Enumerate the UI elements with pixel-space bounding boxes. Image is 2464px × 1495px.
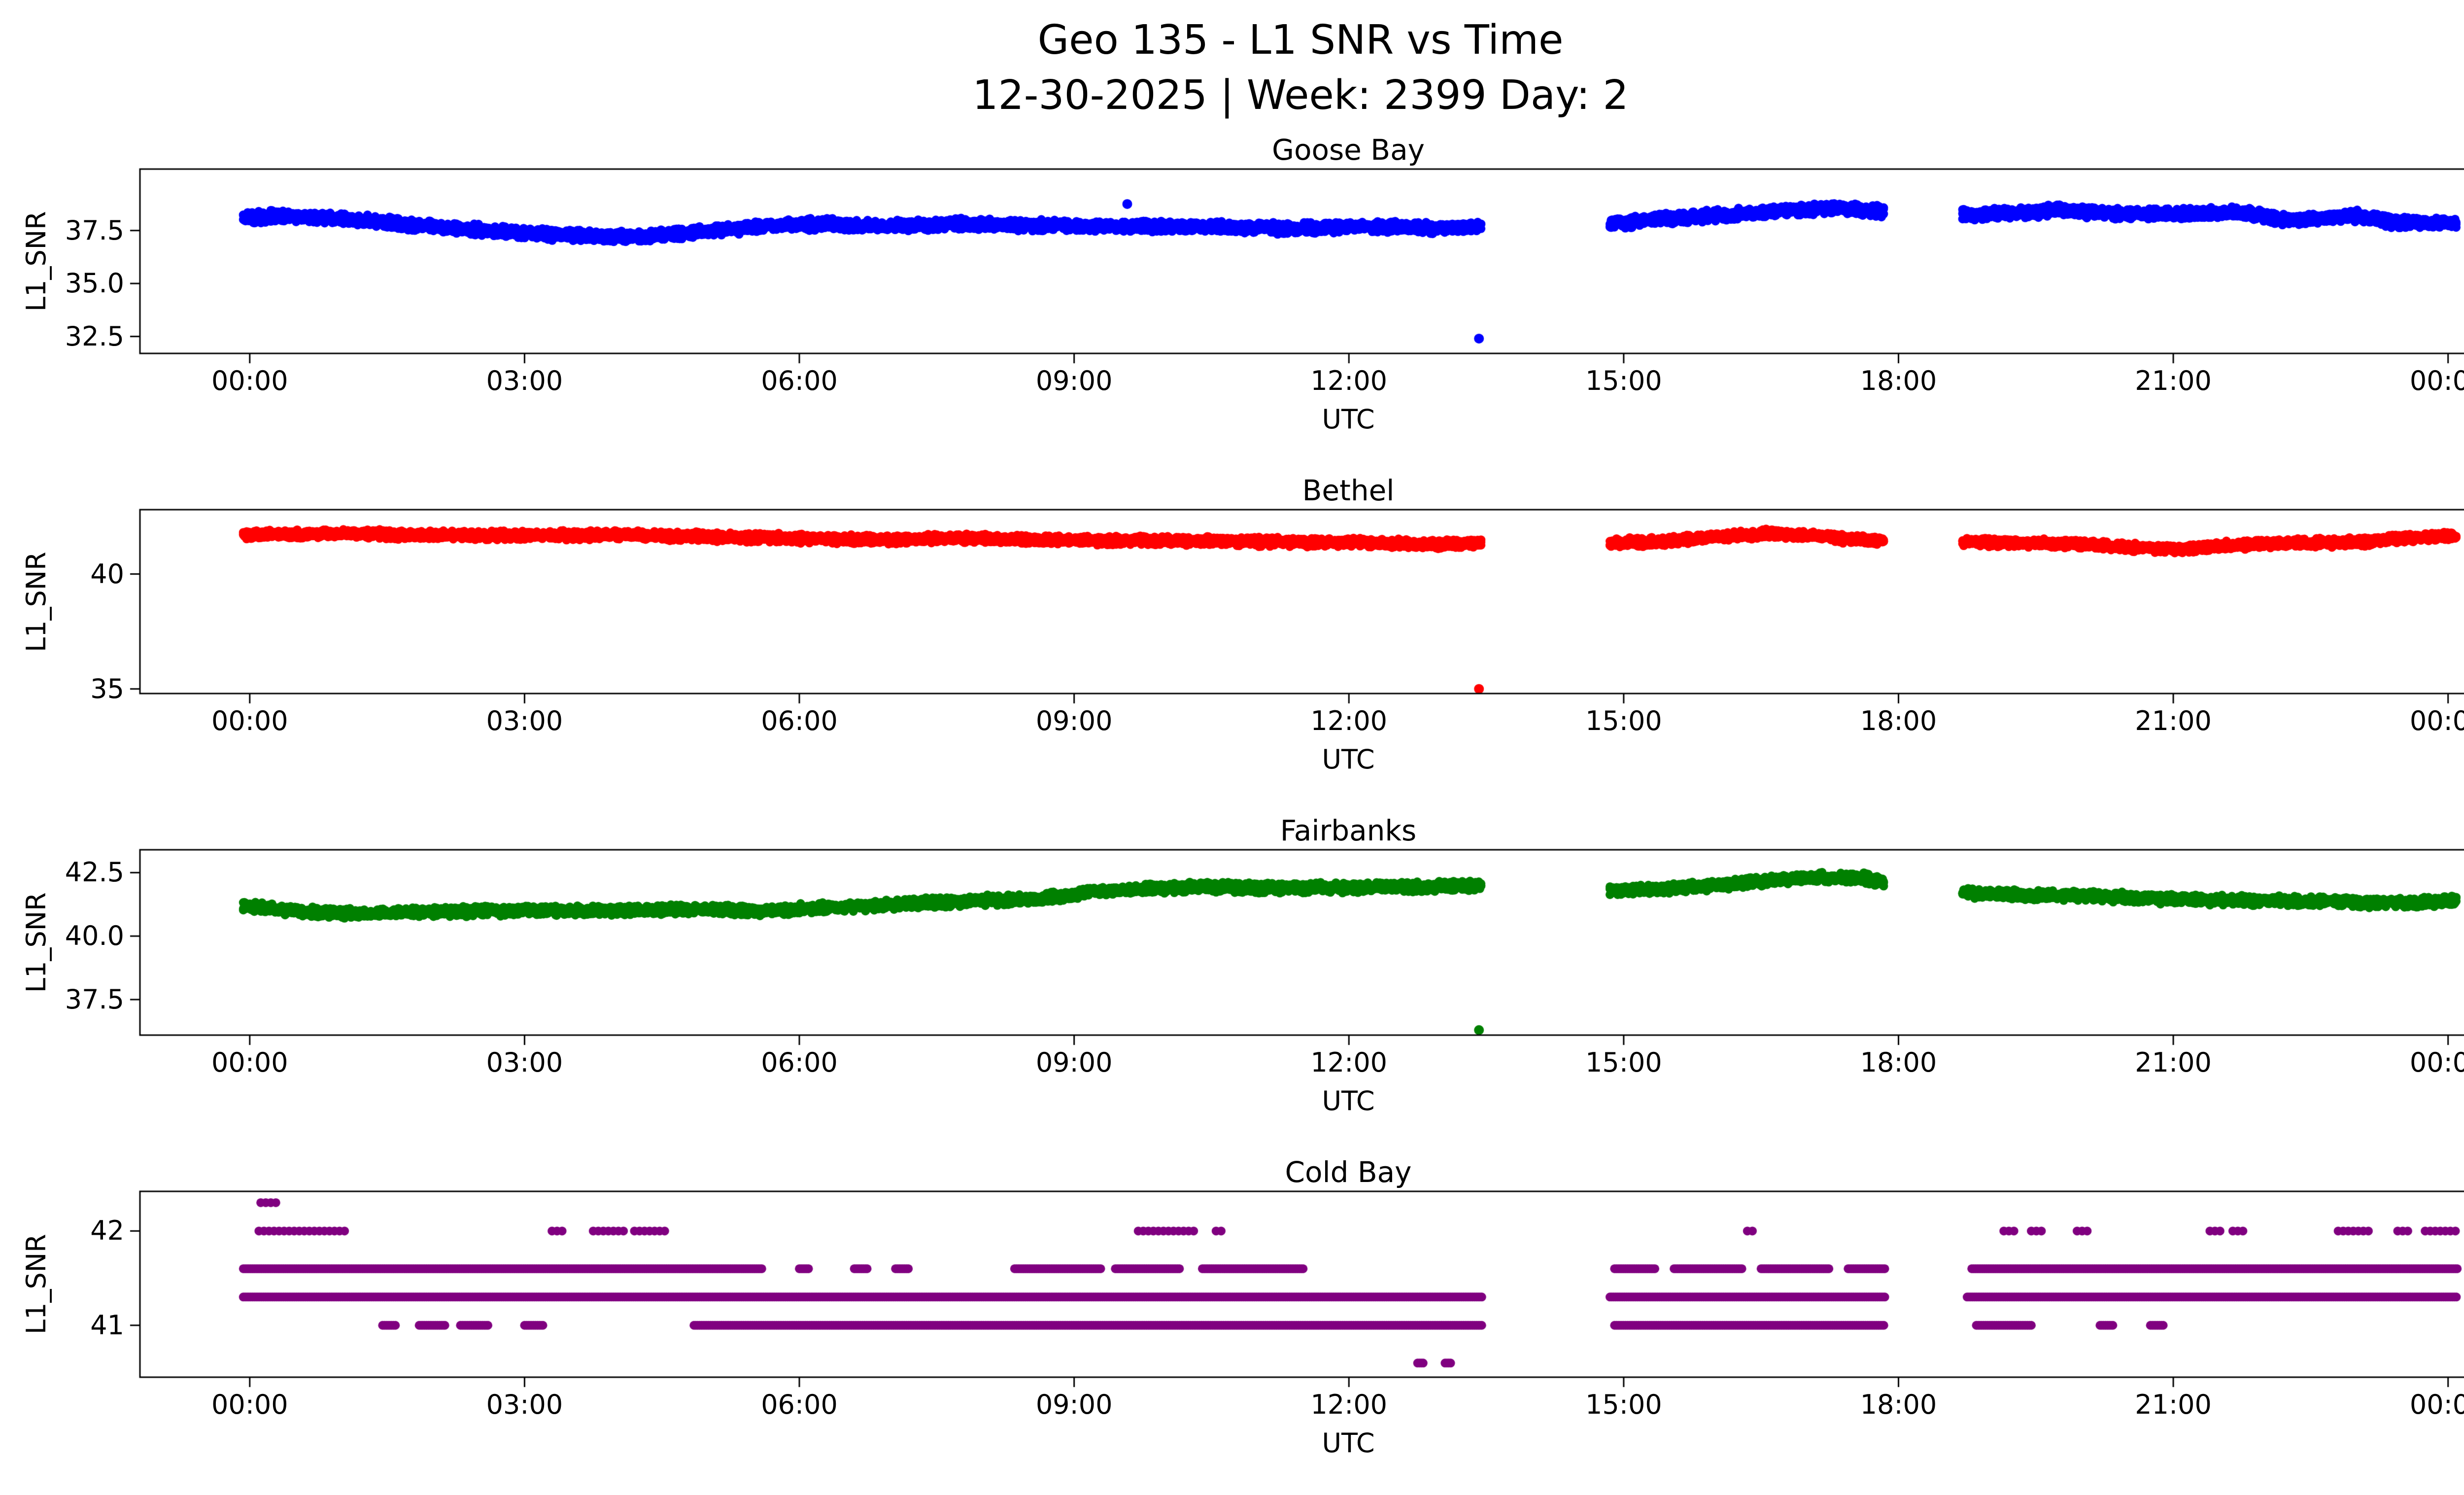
x-tick-label: 06:00	[761, 1389, 838, 1420]
x-tick-label: 00:00	[2409, 1047, 2464, 1078]
x-axis-label-bethel: UTC	[1322, 744, 1375, 775]
subplot-title-cold-bay: Cold Bay	[1285, 1155, 1412, 1189]
x-tick-label: 00:00	[2409, 1389, 2464, 1420]
x-axis-label-goose-bay: UTC	[1322, 404, 1375, 435]
y-tick-label: 42	[90, 1215, 124, 1247]
x-tick-label: 03:00	[486, 365, 563, 396]
y-tick-label: 42.5	[65, 857, 124, 888]
subplot-title-bethel: Bethel	[1302, 474, 1395, 507]
x-tick-label: 21:00	[2135, 1389, 2212, 1420]
x-tick-label: 00:00	[211, 1389, 288, 1420]
x-tick-label: 09:00	[1035, 365, 1113, 396]
figure-title-line2: 12-30-2025 | Week: 2399 Day: 2	[972, 72, 1629, 119]
x-tick-label: 21:00	[2135, 705, 2212, 736]
y-tick-label: 37.5	[65, 214, 124, 246]
x-tick-label: 03:00	[486, 1389, 563, 1420]
x-tick-label: 06:00	[761, 1047, 838, 1078]
x-tick-label: 18:00	[1860, 365, 1937, 396]
x-tick-label: 00:00	[2409, 705, 2464, 736]
x-tick-label: 12:00	[1310, 1389, 1388, 1420]
x-tick-label: 12:00	[1310, 1047, 1388, 1078]
figure-title-line1: Geo 135 - L1 SNR vs Time	[1037, 17, 1564, 64]
y-tick-label: 35	[90, 673, 124, 704]
y-axis-label-bethel: L1_SNR	[21, 552, 52, 652]
y-tick-label: 40.0	[65, 920, 124, 952]
x-tick-label: 18:00	[1860, 1047, 1937, 1078]
x-tick-label: 15:00	[1585, 365, 1662, 396]
x-axis-label-cold-bay: UTC	[1322, 1427, 1375, 1459]
y-tick-label: 35.0	[65, 268, 124, 299]
x-tick-label: 09:00	[1035, 1047, 1113, 1078]
y-tick-label: 37.5	[65, 983, 124, 1015]
x-tick-label: 12:00	[1310, 365, 1388, 396]
x-tick-label: 21:00	[2135, 1047, 2212, 1078]
x-tick-label: 00:00	[2409, 365, 2464, 396]
x-tick-label: 06:00	[761, 365, 838, 396]
x-tick-label: 15:00	[1585, 1047, 1662, 1078]
y-tick-label: 40	[90, 558, 124, 590]
x-tick-label: 06:00	[761, 705, 838, 736]
figure-title: Geo 135 - L1 SNR vs Time 12-30-2025 | We…	[0, 13, 2464, 123]
x-tick-label: 03:00	[486, 1047, 563, 1078]
x-tick-label: 00:00	[211, 365, 288, 396]
x-tick-label: 15:00	[1585, 705, 1662, 736]
x-tick-label: 03:00	[486, 705, 563, 736]
x-tick-label: 18:00	[1860, 705, 1937, 736]
x-tick-label: 09:00	[1035, 1389, 1113, 1420]
x-tick-label: 09:00	[1035, 705, 1113, 736]
x-tick-label: 15:00	[1585, 1389, 1662, 1420]
x-tick-label: 21:00	[2135, 365, 2212, 396]
x-tick-label: 00:00	[211, 705, 288, 736]
x-tick-label: 12:00	[1310, 705, 1388, 736]
x-tick-label: 18:00	[1860, 1389, 1937, 1420]
y-tick-label: 32.5	[65, 320, 124, 352]
y-tick-label: 41	[90, 1309, 124, 1341]
subplot-title-fairbanks: Fairbanks	[1280, 814, 1417, 847]
subplot-title-goose-bay: Goose Bay	[1272, 133, 1425, 167]
x-axis-label-fairbanks: UTC	[1322, 1085, 1375, 1116]
x-tick-label: 00:00	[211, 1047, 288, 1078]
